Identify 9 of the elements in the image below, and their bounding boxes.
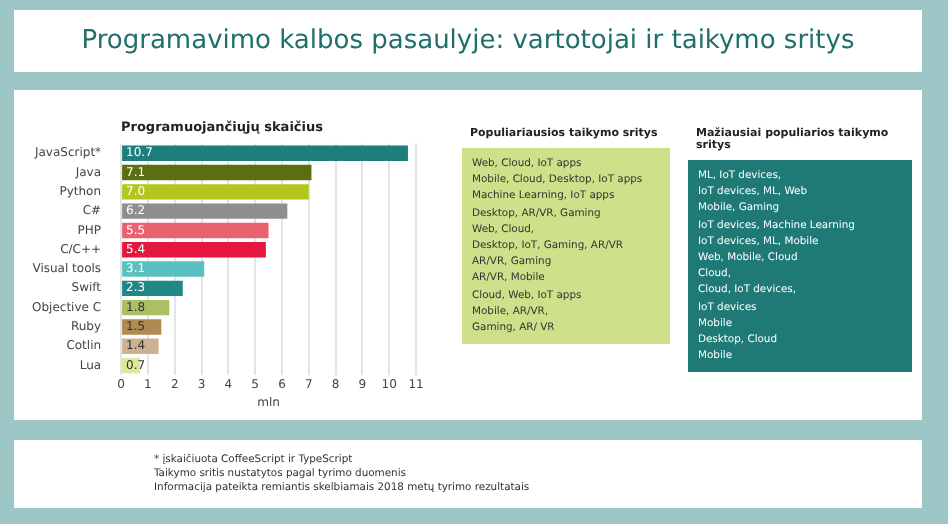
text: Programavimo kalbos pasaulyje: vartotojai ir taikymo sritys [14, 10, 922, 72]
bar [122, 164, 312, 181]
bar [122, 222, 269, 239]
bar [122, 319, 162, 335]
bar [122, 145, 408, 161]
bar [122, 242, 266, 258]
bar [122, 261, 205, 277]
bar [122, 184, 309, 200]
bar [122, 203, 288, 219]
